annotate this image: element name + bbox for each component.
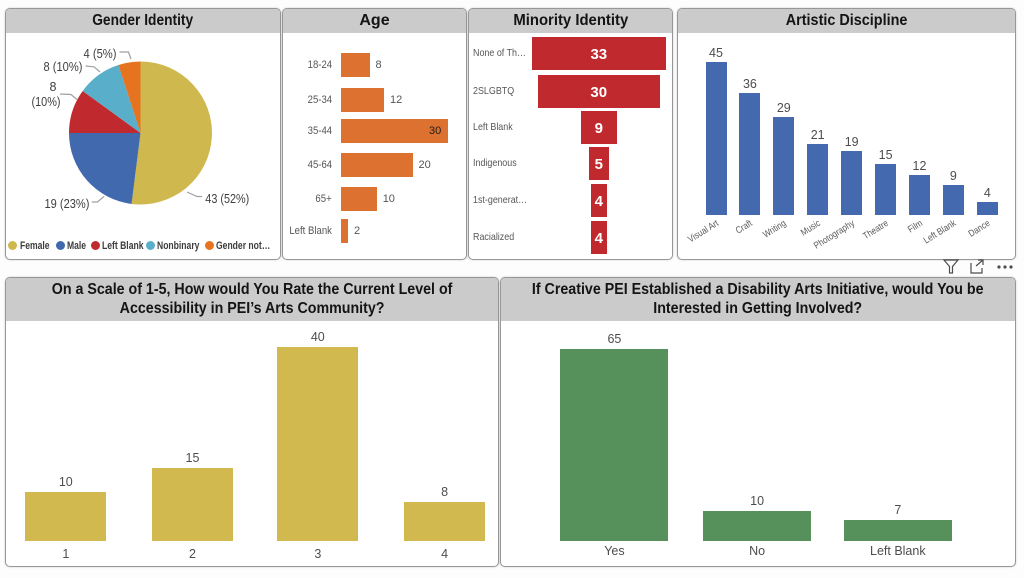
- svg-text:19 (23%): 19 (23%): [45, 197, 90, 211]
- svg-text:8: 8: [50, 80, 57, 94]
- svg-text:8 (10%): 8 (10%): [44, 60, 83, 74]
- svg-text:43 (52%): 43 (52%): [205, 192, 249, 206]
- svg-text:(10%): (10%): [32, 95, 61, 109]
- svg-text:4 (5%): 4 (5%): [84, 47, 117, 61]
